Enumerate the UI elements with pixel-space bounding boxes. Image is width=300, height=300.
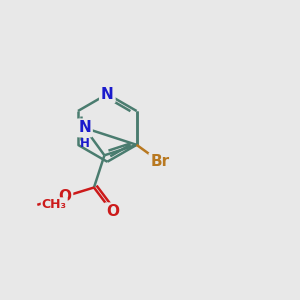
Text: N: N: [101, 87, 114, 102]
Text: CH₃: CH₃: [42, 198, 67, 211]
Text: O: O: [58, 189, 71, 204]
Text: N: N: [78, 120, 91, 135]
Text: H: H: [80, 137, 89, 150]
Text: Br: Br: [150, 154, 170, 169]
Text: O: O: [106, 204, 119, 219]
